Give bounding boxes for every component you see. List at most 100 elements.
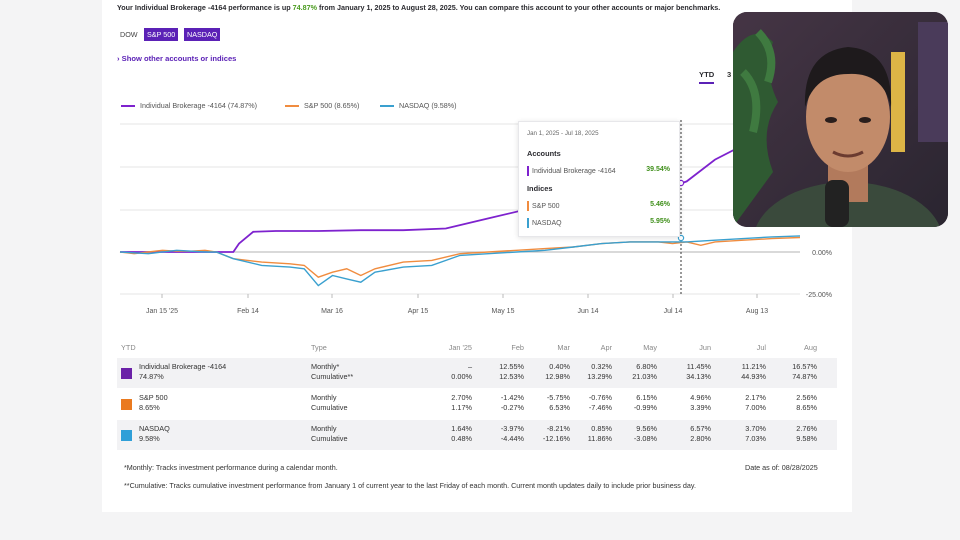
y-tick-label: 0.00%	[812, 250, 832, 257]
webcam-overlay	[733, 12, 948, 227]
row-color-swatch	[121, 399, 132, 410]
row-types: Monthly Cumulative	[311, 424, 348, 444]
table-month-header: Aug	[804, 343, 817, 352]
table-cell-monthly: 6.57%	[690, 424, 711, 433]
table-cell-monthly: 12.55%	[499, 362, 524, 371]
footnote-cumulative: **Cumulative: Tracks cumulative investme…	[124, 481, 696, 490]
table-cell-monthly: 6.15%	[636, 393, 657, 402]
legend-swatch-nasdaq	[380, 105, 394, 108]
row-name: S&P 500 8.65%	[139, 393, 168, 413]
x-tick-label: Jun 14	[577, 308, 598, 315]
table-cell-cumulative: 11.86%	[587, 434, 612, 443]
row-total-percent: 9.58%	[139, 434, 160, 443]
as-of-date: Date as of: 08/28/2025	[745, 463, 818, 472]
table-cell-cumulative: 7.03%	[745, 434, 766, 443]
tab-period-other[interactable]: 3	[727, 70, 732, 79]
table-cell-cumulative: -4.44%	[500, 434, 524, 443]
table-cell-monthly: 2.76%	[796, 424, 817, 433]
row-color-swatch	[121, 430, 132, 441]
tooltip-indices-header: Indices	[527, 184, 553, 193]
table-row: Individual Brokerage -4164 74.87% Monthly*…	[117, 358, 837, 388]
table-cell-monthly: -8.21%	[546, 424, 570, 433]
table-cell-monthly: -5.75%	[546, 393, 570, 402]
table-cell-monthly: -3.97%	[500, 424, 524, 433]
x-tick-label: May 15	[492, 308, 515, 315]
index-toggle-dow[interactable]: DOW	[120, 30, 138, 39]
table-cell-cumulative: 34.13%	[686, 372, 711, 381]
legend-label-nasdaq: NASDAQ (9.58%)	[399, 101, 457, 110]
tooltip-swatch	[527, 166, 529, 176]
table-cell-monthly: 3.70%	[745, 424, 766, 433]
x-tick-label: Jan 15 '25	[146, 308, 178, 315]
tooltip-label: NASDAQ	[532, 219, 562, 227]
row-name-label: Individual Brokerage -4164	[139, 362, 227, 371]
legend-swatch-brokerage	[121, 105, 135, 108]
table-cell-monthly: -0.76%	[588, 393, 612, 402]
table-cell-cumulative: 74.87%	[792, 372, 817, 381]
legend-label-sp500: S&P 500 (8.65%)	[304, 101, 360, 110]
table-cell-monthly: 11.45%	[686, 362, 711, 371]
row-types: Monthly* Cumulative**	[311, 362, 353, 382]
row-type-label: Monthly	[311, 424, 337, 433]
tooltip-value: 39.54%	[646, 166, 670, 173]
table-cell-cumulative: 12.53%	[499, 372, 524, 381]
series-line-brokerage[interactable]	[120, 125, 801, 253]
chart-series	[119, 125, 801, 287]
table-month-header: Jul	[756, 343, 766, 352]
x-tick-label: Mar 16	[321, 308, 343, 315]
table-cell-cumulative: 1.17%	[451, 403, 472, 412]
table-row: NASDAQ 9.58% Monthly Cumulative 1.64% -3.97% -…	[117, 420, 837, 450]
row-name-label: NASDAQ	[139, 424, 170, 433]
chart-tooltip: Jan 1, 2025 - Jul 18, 2025 Accounts Indi…	[518, 121, 680, 237]
table-cell-monthly: -1.42%	[500, 393, 524, 402]
index-toggle-nasdaq[interactable]: NASDAQ	[184, 28, 221, 41]
performance-summary: Your Individual Brokerage -4164 performa…	[117, 3, 720, 12]
table-type-header: Type	[311, 343, 327, 352]
table-cell-monthly: 2.70%	[451, 393, 472, 402]
legend-nasdaq: NASDAQ (9.58%)	[380, 101, 457, 110]
tooltip-swatch	[527, 201, 529, 211]
table-cell-monthly: –	[467, 362, 472, 371]
table-cell-cumulative: -0.99%	[633, 403, 657, 412]
table-month-header: May	[643, 343, 657, 352]
table-cell-cumulative: -3.08%	[633, 434, 657, 443]
series-line-sp500[interactable]	[119, 236, 801, 278]
table-cell-monthly: 4.96%	[690, 393, 711, 402]
show-other-accounts-link[interactable]: › Show other accounts or indices	[117, 54, 237, 63]
index-toggle-sp500[interactable]: S&P 500	[144, 28, 179, 41]
row-type-label: Monthly	[311, 393, 337, 402]
tooltip-row-brokerage: Individual Brokerage -4164 39.54%	[527, 166, 670, 176]
legend-sp500: S&P 500 (8.65%)	[285, 101, 359, 110]
x-tick-label: Feb 14	[237, 308, 259, 315]
table-cell-monthly: 2.17%	[745, 393, 766, 402]
table-cell-cumulative: -12.16%	[542, 434, 570, 443]
tooltip-value: 5.95%	[650, 218, 670, 225]
row-total-percent: 74.87%	[139, 372, 164, 381]
table-cell-monthly: 11.21%	[741, 362, 766, 371]
row-type-label: Cumulative	[311, 403, 348, 412]
y-tick-label: -25.00%	[806, 292, 832, 299]
table-cell-cumulative: 0.48%	[451, 434, 472, 443]
tooltip-date-range: Jan 1, 2025 - Jul 18, 2025	[527, 130, 599, 137]
table-cell-cumulative: 8.65%	[796, 403, 817, 412]
row-color-swatch	[121, 368, 132, 379]
row-total-percent: 8.65%	[139, 403, 160, 412]
row-name-label: S&P 500	[139, 393, 168, 402]
chart-gridlines	[120, 120, 800, 296]
row-type-label: Cumulative**	[311, 372, 354, 381]
tab-ytd[interactable]: YTD	[699, 70, 715, 84]
table-cell-cumulative: 9.58%	[796, 434, 817, 443]
tooltip-row-sp500: S&P 500 5.46%	[527, 201, 670, 211]
row-name: NASDAQ 9.58%	[139, 424, 170, 444]
row-type-label: Monthly*	[311, 362, 340, 371]
legend-brokerage: Individual Brokerage -4164 (74.87%)	[121, 101, 257, 110]
series-line-nasdaq[interactable]	[119, 235, 801, 287]
tooltip-swatch	[527, 218, 529, 228]
table-month-header: Jun	[699, 343, 711, 352]
table-cell-monthly: 9.56%	[636, 424, 657, 433]
table-cell-cumulative: 7.00%	[745, 403, 766, 412]
row-types: Monthly Cumulative	[311, 393, 348, 413]
table-cell-cumulative: -0.27%	[500, 403, 524, 412]
table-cell-cumulative: 0.00%	[451, 372, 472, 381]
tooltip-accounts-header: Accounts	[527, 149, 561, 158]
